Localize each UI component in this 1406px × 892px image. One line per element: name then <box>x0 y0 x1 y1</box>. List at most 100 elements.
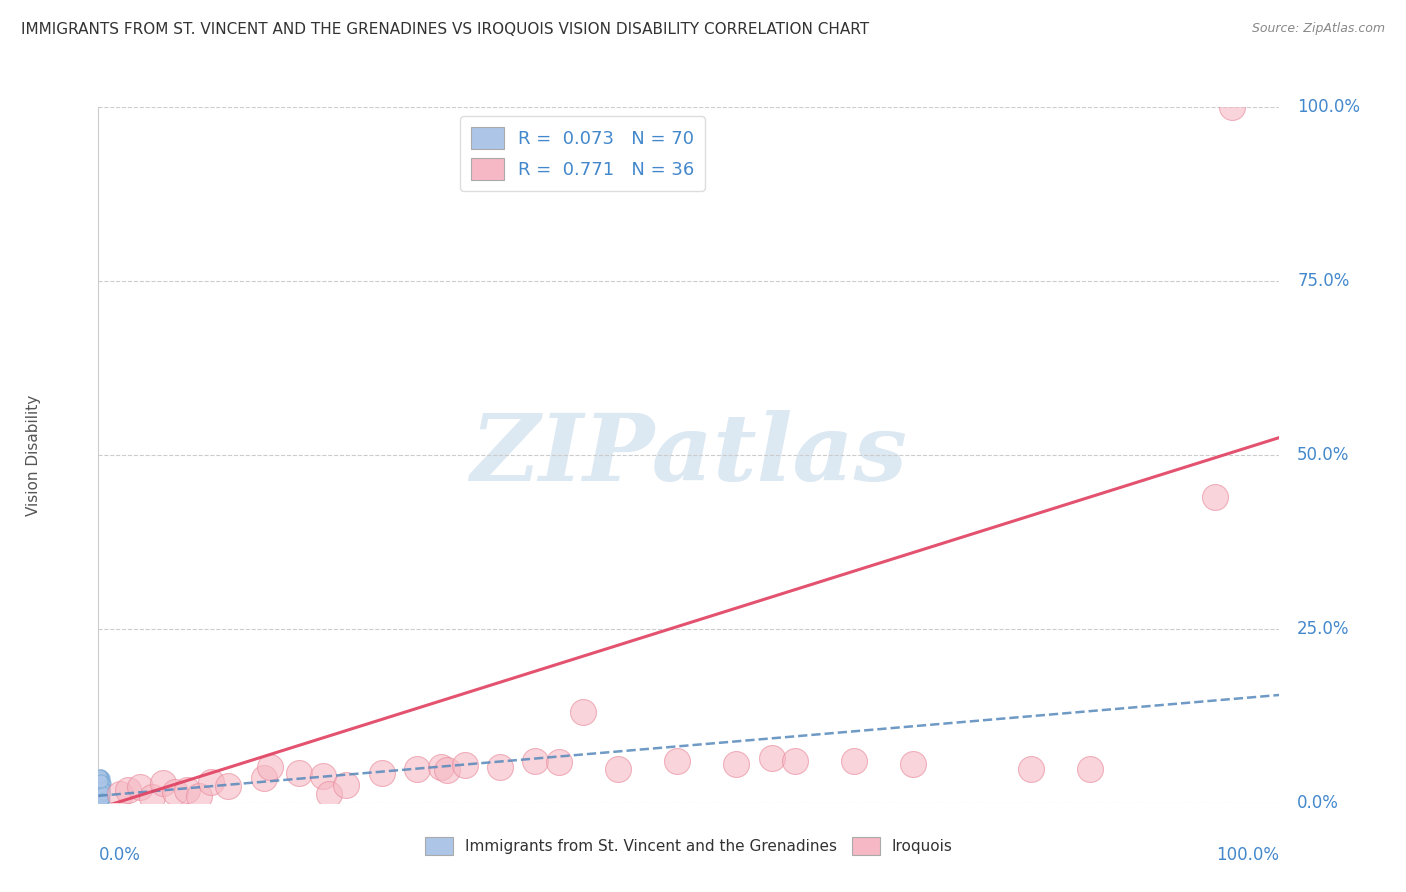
Point <box>165 785 187 799</box>
Point <box>89 780 111 795</box>
Point <box>90 783 112 797</box>
Point <box>89 773 111 788</box>
Point <box>89 778 111 792</box>
Point <box>90 772 112 787</box>
Text: Vision Disability: Vision Disability <box>25 394 41 516</box>
Point <box>91 785 114 799</box>
Point <box>91 789 114 803</box>
Point <box>453 757 475 772</box>
Point <box>90 785 112 799</box>
Point <box>90 769 112 783</box>
Point <box>91 791 114 805</box>
Point <box>489 759 512 773</box>
Point <box>91 787 114 801</box>
Point <box>91 772 114 786</box>
Point <box>90 788 112 802</box>
Point <box>548 756 571 770</box>
Point <box>90 778 112 792</box>
Point <box>91 786 114 800</box>
Point <box>90 774 112 789</box>
Point <box>89 781 111 796</box>
Point <box>90 770 112 784</box>
Point <box>91 779 114 793</box>
Point <box>335 778 357 792</box>
Point <box>91 772 114 786</box>
Point <box>91 782 114 797</box>
Point <box>89 791 111 805</box>
Point <box>91 789 114 804</box>
Point <box>187 789 209 803</box>
Point <box>1021 763 1043 777</box>
Text: Source: ZipAtlas.com: Source: ZipAtlas.com <box>1251 22 1385 36</box>
Text: 0.0%: 0.0% <box>98 846 141 864</box>
Point <box>128 780 150 795</box>
Point <box>903 756 925 771</box>
Point <box>524 754 547 768</box>
Point <box>91 790 114 805</box>
Point <box>91 782 114 797</box>
Point <box>89 780 111 795</box>
Text: 100.0%: 100.0% <box>1216 846 1279 864</box>
Point <box>91 788 114 802</box>
Text: 75.0%: 75.0% <box>1298 272 1350 290</box>
Legend: Immigrants from St. Vincent and the Grenadines, Iroquois: Immigrants from St. Vincent and the Gren… <box>419 830 959 862</box>
Text: 25.0%: 25.0% <box>1298 620 1350 638</box>
Point <box>91 775 114 789</box>
Point <box>91 781 114 796</box>
Point <box>1220 100 1243 114</box>
Point <box>90 786 112 800</box>
Point <box>90 788 112 802</box>
Text: 50.0%: 50.0% <box>1298 446 1350 464</box>
Point <box>91 780 114 794</box>
Point <box>571 706 593 720</box>
Point <box>89 777 111 791</box>
Point <box>91 785 114 799</box>
Text: 0.0%: 0.0% <box>1298 794 1339 812</box>
Point <box>1204 490 1226 504</box>
Point <box>91 787 114 801</box>
Point <box>108 788 131 802</box>
Point <box>761 750 783 764</box>
Point <box>1080 763 1102 777</box>
Point <box>288 765 311 780</box>
Point <box>90 789 112 803</box>
Point <box>90 791 112 805</box>
Point <box>318 788 340 802</box>
Point <box>666 754 689 768</box>
Point <box>259 759 281 773</box>
Point <box>91 785 114 799</box>
Point <box>91 792 114 806</box>
Point <box>117 783 139 797</box>
Point <box>844 754 866 768</box>
Point <box>436 763 458 777</box>
Point <box>90 793 112 807</box>
Text: ZIPatlas: ZIPatlas <box>471 410 907 500</box>
Point <box>91 793 114 807</box>
Point <box>89 779 111 793</box>
Text: 100.0%: 100.0% <box>1298 98 1360 116</box>
Point <box>89 794 111 808</box>
Point <box>89 789 111 804</box>
Point <box>90 778 112 792</box>
Point <box>89 785 111 799</box>
Point <box>217 779 239 793</box>
Point <box>371 765 394 780</box>
Point <box>90 787 112 801</box>
Point <box>90 790 112 805</box>
Point <box>91 778 114 792</box>
Point <box>90 775 112 789</box>
Point <box>89 769 111 783</box>
Point <box>607 763 630 777</box>
Text: IMMIGRANTS FROM ST. VINCENT AND THE GRENADINES VS IROQUOIS VISION DISABILITY COR: IMMIGRANTS FROM ST. VINCENT AND THE GREN… <box>21 22 869 37</box>
Point <box>91 781 114 796</box>
Point <box>89 784 111 798</box>
Point <box>312 769 335 783</box>
Point <box>91 794 114 808</box>
Point <box>91 786 114 800</box>
Point <box>89 784 111 798</box>
Point <box>89 794 111 808</box>
Point <box>93 776 115 790</box>
Point <box>89 780 111 794</box>
Point <box>91 775 114 789</box>
Point <box>89 774 111 789</box>
